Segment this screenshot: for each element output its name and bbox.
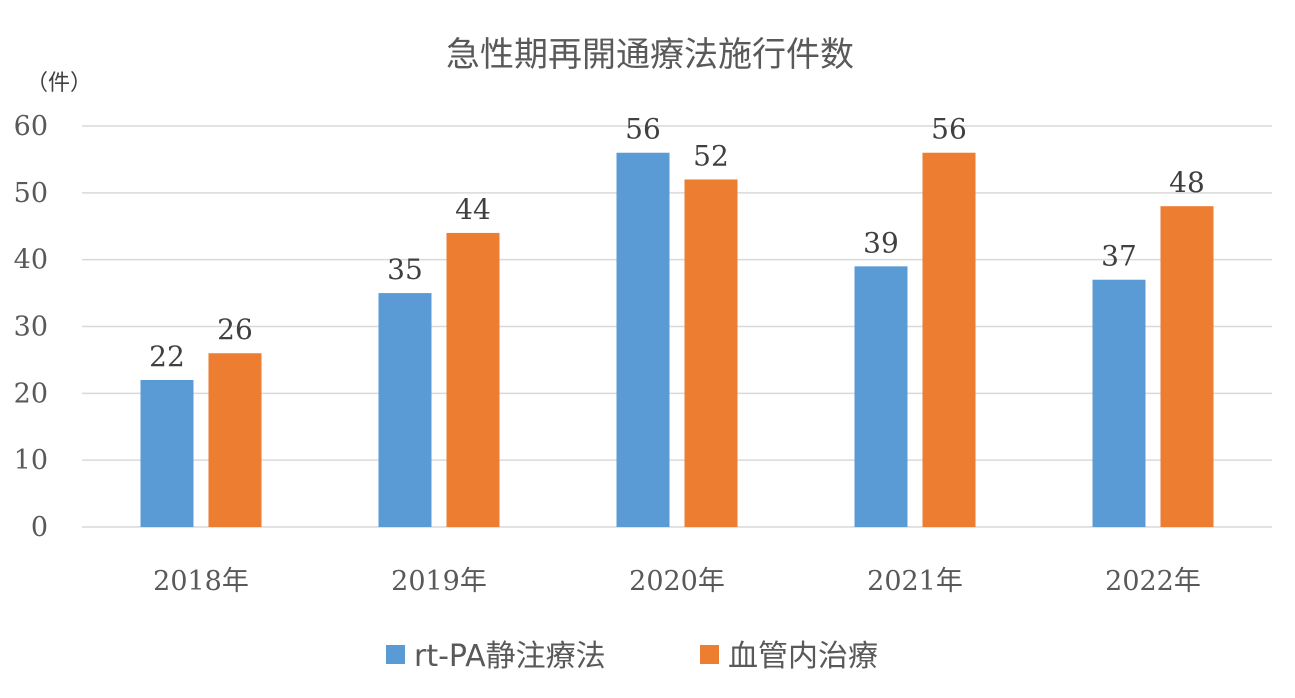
data-label: 37 [1101,240,1137,273]
legend-label: rt-PA静注療法 [414,639,606,674]
y-tick-label: 50 [14,178,48,209]
y-axis-tick-labels: 0 10 20 30 40 50 60 [14,111,48,543]
bar-rt-pa [140,379,194,527]
bar-rt-pa [616,152,670,527]
bar-rt-pa [378,293,432,527]
y-tick-label: 0 [31,512,48,543]
y-axis-unit-label: （件） [26,71,92,96]
data-labels: 22 26 35 44 56 52 39 56 37 48 [149,113,1205,373]
y-tick-label: 30 [14,312,48,343]
y-tick-label: 60 [14,111,48,142]
y-tick-label: 20 [14,378,48,409]
x-tick-label: 2018年 [153,566,249,597]
y-tick-label: 40 [14,245,48,276]
chart-title: 急性期再開通療法施行件数 [446,35,854,75]
bar-endovascular [208,353,262,527]
data-label: 44 [455,193,491,226]
legend: rt-PA静注療法 血管内治療 [386,639,878,674]
bar-endovascular [684,179,738,527]
bar-endovascular [446,232,500,527]
data-label: 26 [217,313,253,346]
gridlines [82,125,1272,528]
bars [140,152,1214,527]
bar-endovascular [922,152,976,527]
bar-rt-pa [854,266,908,527]
bar-rt-pa [1092,279,1146,527]
data-label: 35 [387,253,423,286]
data-label: 56 [931,113,967,146]
bar-endovascular [1160,206,1214,527]
x-tick-label: 2021年 [867,566,963,597]
x-axis-tick-labels: 2018年 2019年 2020年 2021年 2022年 [153,566,1201,597]
data-label: 48 [1169,166,1205,199]
data-label: 22 [149,340,185,373]
data-label: 52 [693,139,729,172]
legend-swatch [700,645,719,664]
data-label: 39 [863,226,899,259]
x-tick-label: 2019年 [391,566,487,597]
x-tick-label: 2022年 [1105,566,1201,597]
legend-swatch [386,645,405,664]
data-label: 56 [625,113,661,146]
y-tick-label: 10 [14,445,48,476]
legend-label: 血管内治療 [728,639,878,674]
x-tick-label: 2020年 [629,566,725,597]
